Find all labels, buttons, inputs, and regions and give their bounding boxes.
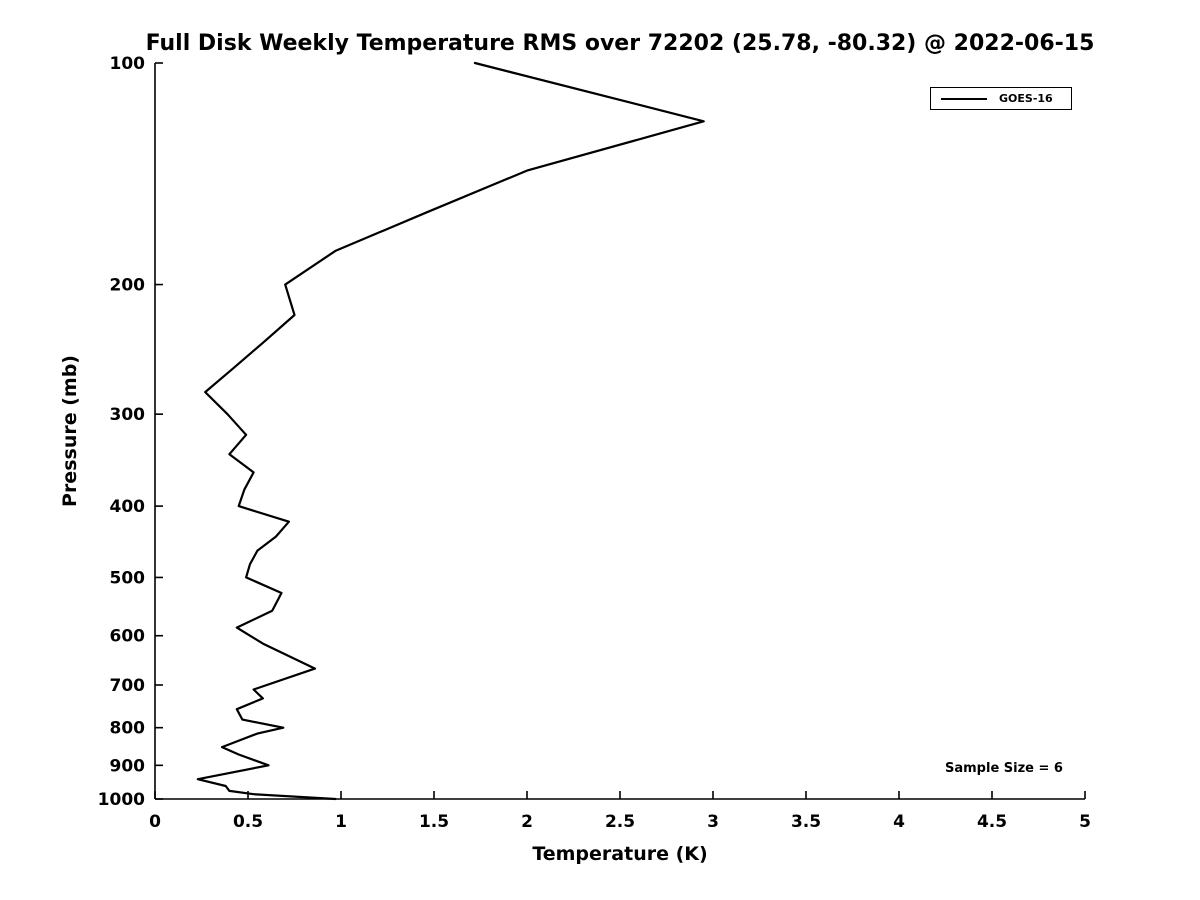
y-tick-label: 800 bbox=[110, 719, 146, 739]
legend-line-sample-icon bbox=[941, 97, 987, 100]
x-tick-label: 1 bbox=[335, 812, 347, 832]
y-tick-label: 100 bbox=[110, 54, 146, 74]
x-tick-label: 5 bbox=[1079, 812, 1091, 832]
y-tick-label: 300 bbox=[110, 405, 146, 425]
x-tick-label: 2.5 bbox=[605, 812, 635, 832]
y-tick-label: 700 bbox=[110, 676, 146, 696]
y-tick-label: 1000 bbox=[98, 790, 145, 810]
chart-title: Full Disk Weekly Temperature RMS over 72… bbox=[145, 31, 1095, 56]
y-tick-label: 400 bbox=[110, 497, 146, 517]
y-tick-label: 200 bbox=[110, 276, 146, 296]
x-tick-label: 4 bbox=[893, 812, 905, 832]
x-tick-label: 3.5 bbox=[791, 812, 821, 832]
y-tick-label: 600 bbox=[110, 627, 146, 647]
x-tick-label: 1.5 bbox=[419, 812, 449, 832]
x-tick-label: 0.5 bbox=[233, 812, 263, 832]
x-tick-label: 2 bbox=[521, 812, 533, 832]
x-tick-label: 0 bbox=[149, 812, 161, 832]
y-tick-label: 900 bbox=[110, 756, 146, 776]
y-tick-label: 500 bbox=[110, 568, 146, 588]
x-tick-label: 3 bbox=[707, 812, 719, 832]
legend-series-label: GOES-16 bbox=[999, 92, 1053, 105]
x-axis-label: Temperature (K) bbox=[532, 843, 708, 865]
sample-size-annotation: Sample Size = 6 bbox=[945, 761, 1063, 776]
legend-box: GOES-16 bbox=[930, 87, 1072, 110]
x-tick-label: 4.5 bbox=[977, 812, 1007, 832]
series-line bbox=[196, 61, 705, 801]
